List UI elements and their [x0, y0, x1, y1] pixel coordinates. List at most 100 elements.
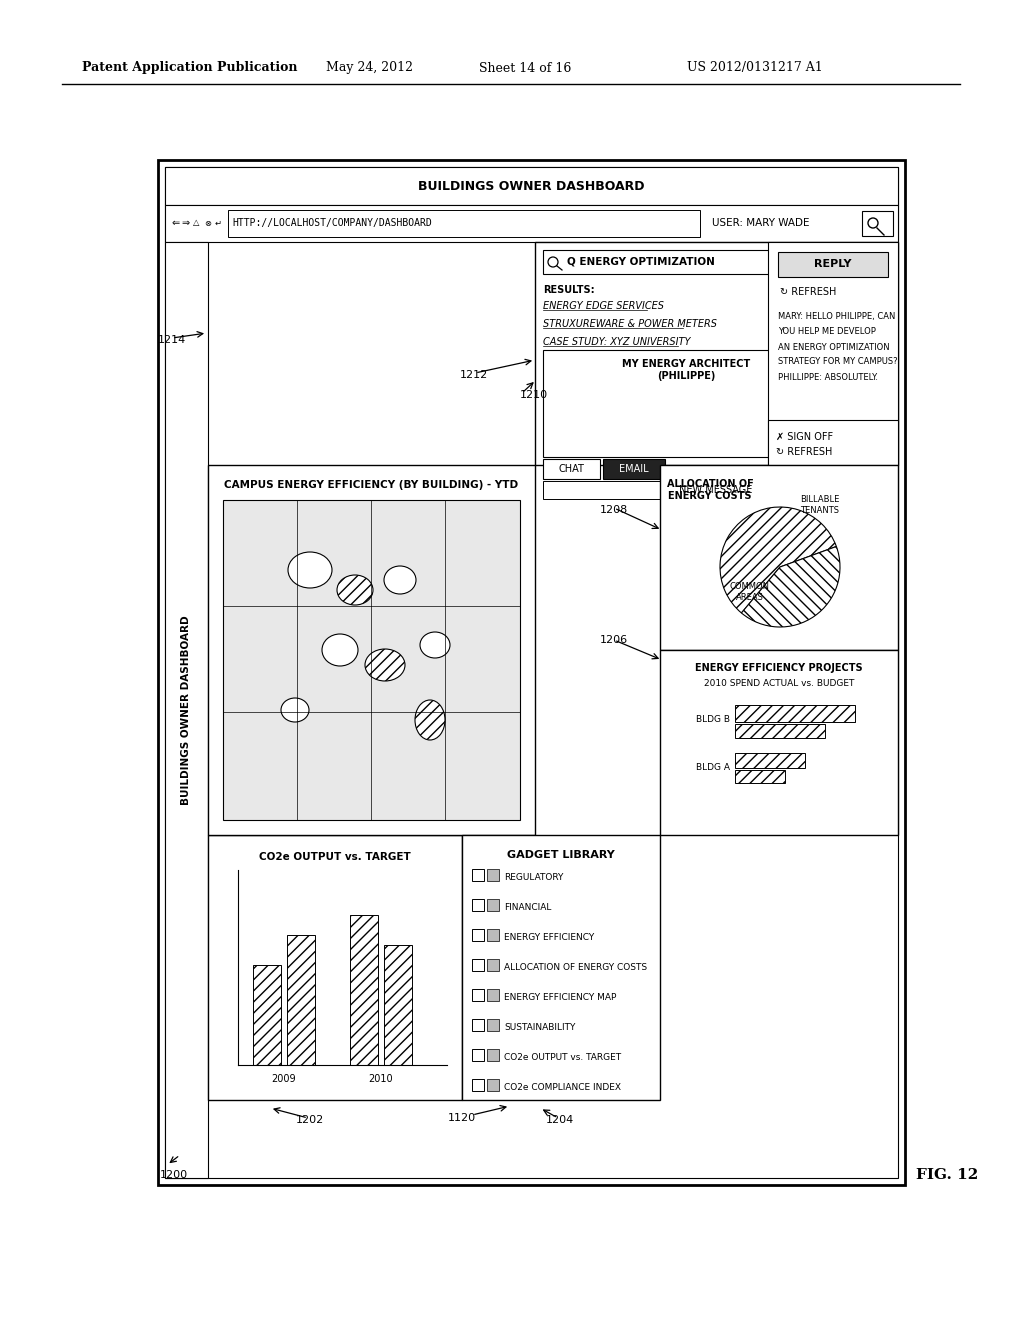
Text: BUILDINGS OWNER DASHBOARD: BUILDINGS OWNER DASHBOARD [181, 615, 191, 805]
Bar [472, 989, 484, 1001]
Text: May 24, 2012: May 24, 2012 [327, 62, 414, 74]
Text: US 2012/0131217 A1: US 2012/0131217 A1 [687, 62, 823, 74]
Text: RESULTS:: RESULTS: [543, 285, 595, 294]
Bar [543, 350, 890, 457]
Bar [543, 480, 890, 499]
Text: ↵: ↵ [215, 219, 222, 227]
Bar [735, 705, 855, 722]
Bar [735, 723, 825, 738]
Bar [487, 960, 499, 972]
Text: AN ENERGY OPTIMIZATION: AN ENERGY OPTIMIZATION [778, 342, 890, 351]
Text: ENERGY EDGE SERVICES: ENERGY EDGE SERVICES [543, 301, 664, 312]
Text: ENERGY EFFICIENCY PROJECTS: ENERGY EFFICIENCY PROJECTS [695, 663, 863, 673]
Text: 2010: 2010 [369, 1074, 393, 1084]
Bar [472, 1019, 484, 1031]
Ellipse shape [420, 632, 450, 657]
Ellipse shape [322, 634, 358, 667]
Text: REPLY: REPLY [814, 259, 852, 269]
Bar [735, 752, 805, 768]
Text: Q ENERGY OPTIMIZATION: Q ENERGY OPTIMIZATION [567, 257, 715, 267]
Text: 1204: 1204 [546, 1115, 574, 1125]
Text: 1212: 1212 [460, 370, 488, 380]
Text: 1202: 1202 [296, 1115, 325, 1125]
Bar [472, 929, 484, 941]
Bar [487, 899, 499, 911]
Text: 1206: 1206 [600, 635, 628, 645]
Text: ↻ REFRESH: ↻ REFRESH [780, 286, 837, 297]
Text: Patent Application Publication: Patent Application Publication [82, 62, 298, 74]
Text: 1200: 1200 [160, 1170, 188, 1180]
Text: PHILLIPPE: ABSOLUTELY.: PHILLIPPE: ABSOLUTELY. [778, 372, 878, 381]
Bar [472, 960, 484, 972]
Text: GADGET LIBRARY: GADGET LIBRARY [507, 850, 614, 861]
Bar [472, 1049, 484, 1061]
Text: 1214: 1214 [158, 335, 186, 345]
Text: USER: MARY WADE: USER: MARY WADE [712, 218, 810, 228]
Bar [165, 242, 208, 1177]
Ellipse shape [288, 552, 332, 587]
Bar [384, 945, 412, 1065]
Text: 1120: 1120 [447, 1113, 476, 1123]
Bar [543, 459, 600, 479]
Bar [208, 465, 535, 836]
Text: COMMON
AREAS: COMMON AREAS [730, 582, 770, 602]
Bar [487, 929, 499, 941]
Text: SUSTAINABILITY: SUSTAINABILITY [504, 1023, 575, 1031]
Text: ↻ REFRESH: ↻ REFRESH [776, 447, 833, 457]
Bar [223, 500, 520, 820]
Text: CO2e OUTPUT vs. TARGET: CO2e OUTPUT vs. TARGET [259, 851, 411, 862]
Text: ⊗: ⊗ [204, 219, 211, 227]
Bar [768, 420, 898, 465]
Text: ⇐: ⇐ [172, 218, 180, 228]
Bar [862, 211, 893, 236]
Bar [472, 899, 484, 911]
Bar [838, 355, 858, 380]
Text: ENERGY EFFICIENCY MAP: ENERGY EFFICIENCY MAP [504, 993, 616, 1002]
Text: ENERGY EFFICIENCY: ENERGY EFFICIENCY [504, 932, 594, 941]
Bar [487, 869, 499, 880]
Bar [487, 1078, 499, 1092]
Text: NEW MESSAGE: NEW MESSAGE [679, 484, 753, 495]
Bar [768, 242, 898, 465]
Bar [487, 1049, 499, 1061]
Text: Sheet 14 of 16: Sheet 14 of 16 [479, 62, 571, 74]
Bar [535, 242, 898, 465]
Wedge shape [741, 546, 840, 627]
Bar [543, 249, 890, 275]
Text: STRUXUREWARE & POWER METERS: STRUXUREWARE & POWER METERS [543, 319, 717, 329]
Text: CHAT: CHAT [558, 465, 584, 474]
Text: CAMPUS ENERGY EFFICIENCY (BY BUILDING) - YTD: CAMPUS ENERGY EFFICIENCY (BY BUILDING) -… [224, 480, 518, 490]
Wedge shape [720, 507, 837, 612]
Bar [208, 836, 462, 1100]
Text: FINANCIAL: FINANCIAL [504, 903, 551, 912]
Bar [350, 915, 378, 1065]
Bar [287, 935, 315, 1065]
Text: ALLOCATION OF
ENERGY COSTS: ALLOCATION OF ENERGY COSTS [667, 479, 754, 500]
Bar [487, 989, 499, 1001]
Text: ✗ SIGN OFF: ✗ SIGN OFF [776, 432, 834, 442]
Bar [165, 205, 898, 242]
Text: BLDG B: BLDG B [696, 715, 730, 725]
Bar [863, 355, 883, 380]
Bar [462, 836, 660, 1100]
Text: BUILDINGS OWNER DASHBOARD: BUILDINGS OWNER DASHBOARD [418, 180, 644, 193]
Text: ALLOCATION OF ENERGY COSTS: ALLOCATION OF ENERGY COSTS [504, 962, 647, 972]
Text: EMAIL: EMAIL [620, 465, 649, 474]
Bar [735, 770, 785, 783]
Text: FIG. 12: FIG. 12 [916, 1168, 978, 1181]
Bar [472, 1078, 484, 1092]
Text: BILLABLE
TENANTS: BILLABLE TENANTS [801, 495, 840, 515]
Ellipse shape [365, 649, 406, 681]
Text: CO2e COMPLIANCE INDEX: CO2e COMPLIANCE INDEX [504, 1082, 621, 1092]
Bar [158, 160, 905, 1185]
Bar [165, 168, 898, 205]
Bar [165, 168, 898, 1177]
Text: 1208: 1208 [600, 506, 629, 515]
Text: 2010 SPEND ACTUAL vs. BUDGET: 2010 SPEND ACTUAL vs. BUDGET [703, 678, 854, 688]
Text: MY ENERGY ARCHITECT
(PHILIPPE): MY ENERGY ARCHITECT (PHILIPPE) [622, 359, 751, 380]
Text: REGULATORY: REGULATORY [504, 873, 563, 882]
Ellipse shape [415, 700, 445, 741]
Text: MARY: HELLO PHILIPPE, CAN: MARY: HELLO PHILIPPE, CAN [778, 313, 895, 322]
Ellipse shape [384, 566, 416, 594]
Text: △: △ [193, 219, 200, 227]
